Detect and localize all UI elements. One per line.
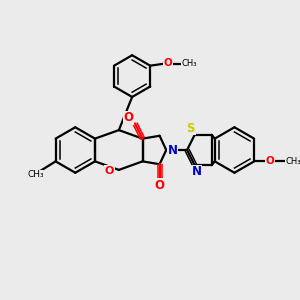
Text: O: O [164, 58, 172, 68]
Text: N: N [168, 143, 178, 157]
Text: O: O [266, 156, 274, 167]
Text: O: O [123, 111, 133, 124]
Text: O: O [154, 178, 165, 192]
Text: CH₃: CH₃ [27, 170, 44, 179]
Text: N: N [192, 165, 202, 178]
Text: O: O [105, 166, 114, 176]
Text: CH₃: CH₃ [181, 59, 197, 68]
Text: CH₃: CH₃ [285, 157, 300, 166]
Text: S: S [187, 122, 195, 135]
